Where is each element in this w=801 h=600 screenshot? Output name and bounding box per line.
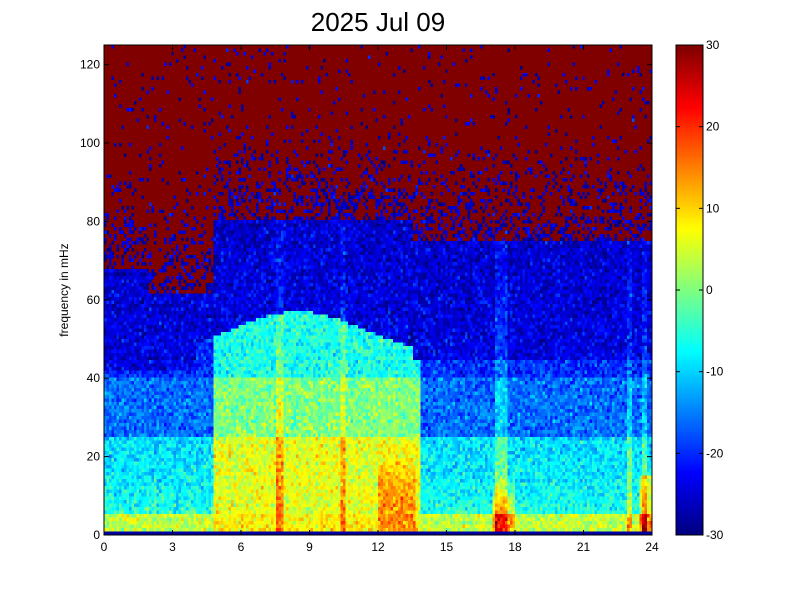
colorbar-ticks: -30 -20 -10 0 10 20 30	[676, 38, 724, 542]
colorbar-tick-label: 10	[706, 201, 720, 215]
colorbar-gradient	[676, 45, 703, 535]
colorbar-tick-label: 20	[706, 120, 720, 134]
y-tick-label: 80	[87, 214, 101, 228]
chart-title: 2025 Jul 09	[311, 7, 445, 37]
x-tick-label: 3	[169, 540, 176, 554]
x-tick-label: 15	[440, 540, 454, 554]
x-tick-label: 6	[238, 540, 245, 554]
y-tick-label: 20	[87, 450, 101, 464]
x-tick-label: 12	[371, 540, 385, 554]
x-tick-label: 9	[306, 540, 313, 554]
x-tick-label: 24	[645, 540, 659, 554]
y-tick-label: 40	[87, 371, 101, 385]
colorbar-tick-label: 0	[706, 283, 713, 297]
spectrogram-heatmap	[104, 45, 652, 535]
x-tick-label: 21	[577, 540, 591, 554]
x-axis: 0 3 6 9 12 15 18 21 24	[101, 45, 659, 554]
y-tick-label: 100	[80, 136, 100, 150]
y-tick-label: 120	[80, 58, 100, 72]
x-tick-label: 18	[508, 540, 522, 554]
y-tick-label: 0	[93, 528, 100, 542]
colorbar-tick-label: -20	[706, 446, 724, 460]
colorbar-tick-label: -30	[706, 528, 724, 542]
plot-area: 0 3 6 9 12 15 18 21 24 0 20 40 60 80 100 120 frequency…	[57, 44, 659, 554]
colorbar: -30 -20 -10 0 10 20 30	[675, 38, 724, 542]
x-tick-label: 0	[101, 540, 108, 554]
colorbar-tick-label: 30	[706, 38, 720, 52]
colorbar-tick-label: -10	[706, 365, 724, 379]
y-tick-label: 60	[87, 293, 101, 307]
y-axis: 0 20 40 60 80 100 120	[80, 58, 652, 542]
y-axis-label: frequency in mHz	[57, 243, 71, 336]
